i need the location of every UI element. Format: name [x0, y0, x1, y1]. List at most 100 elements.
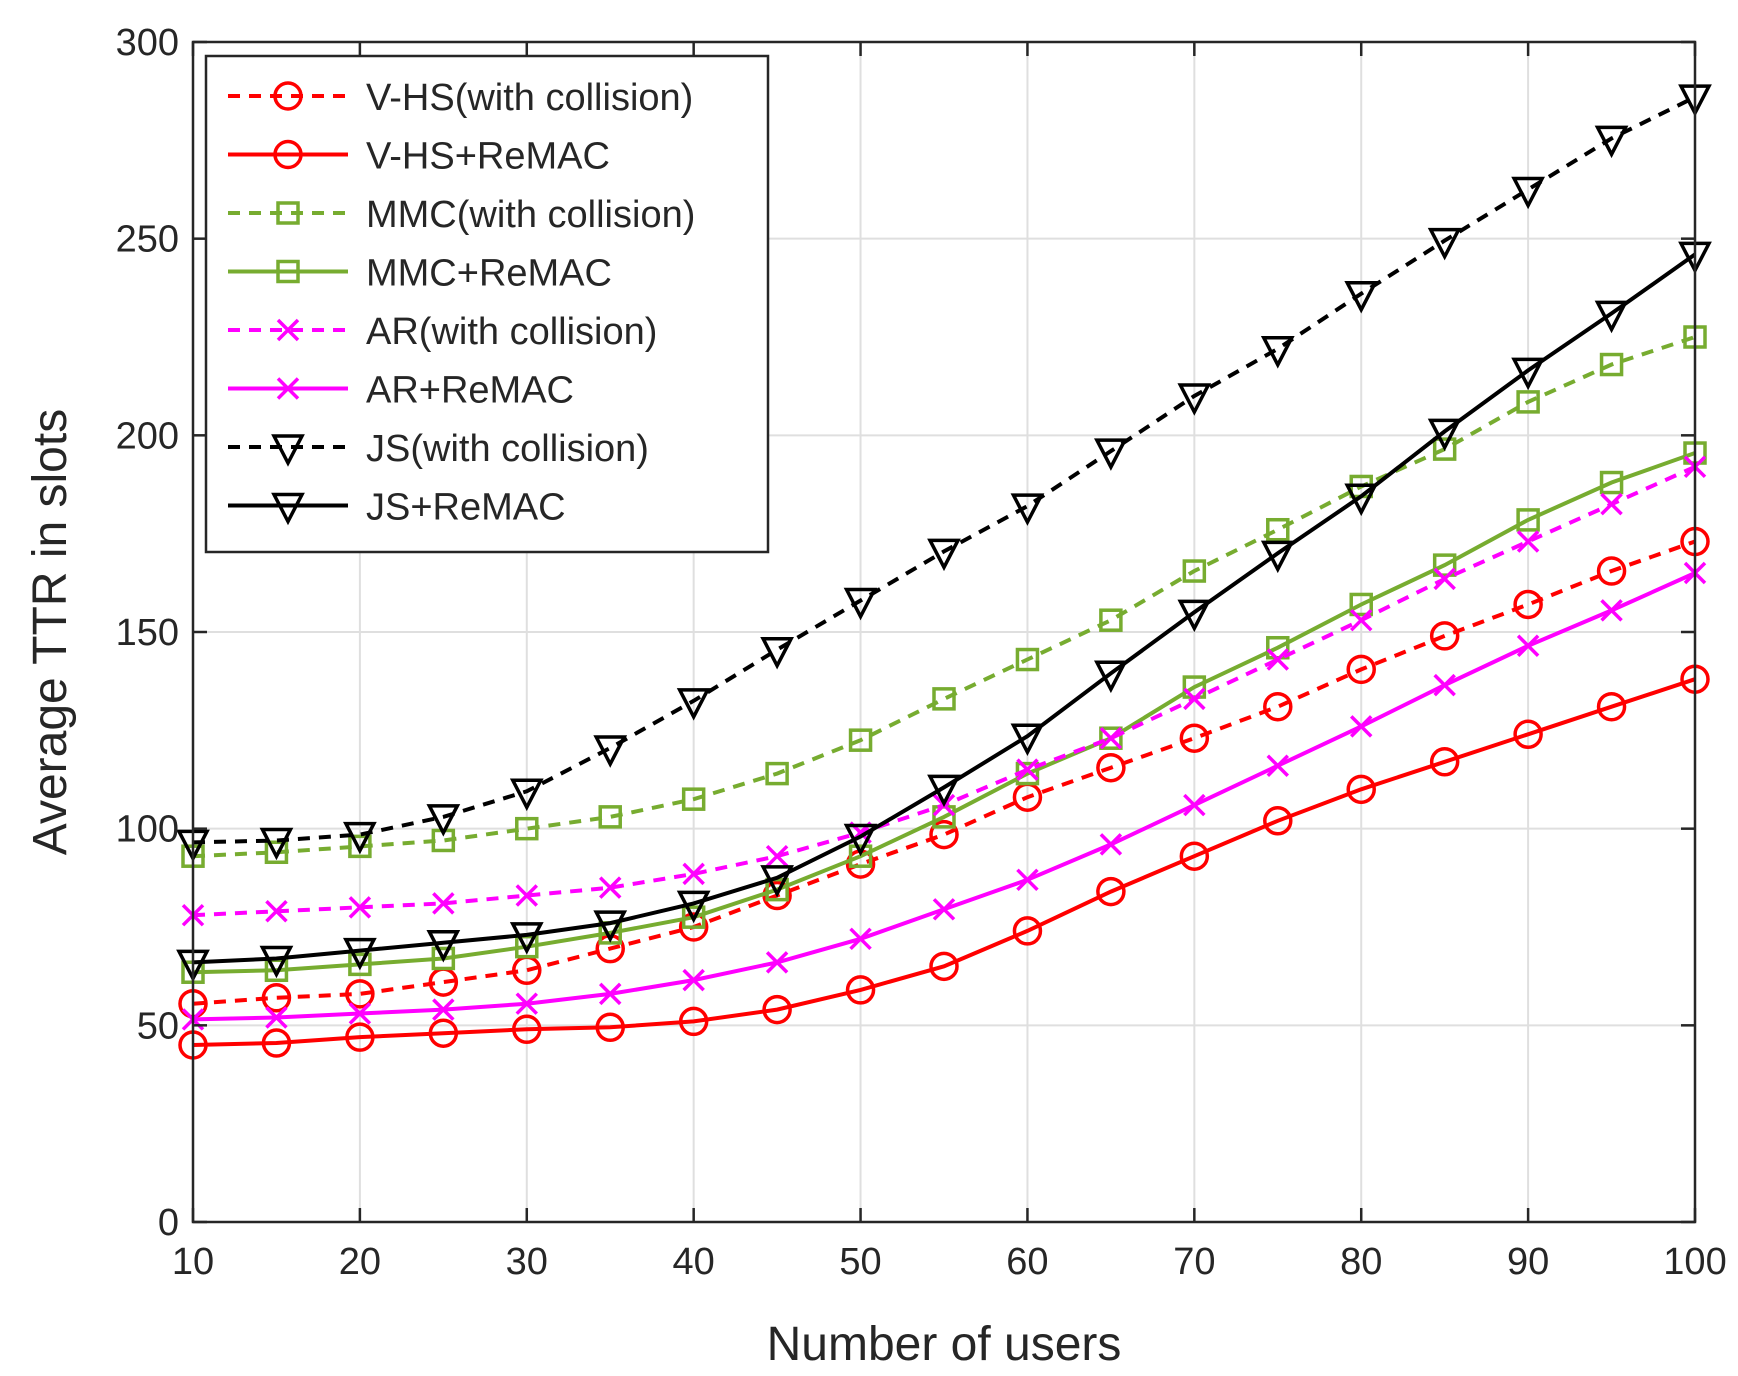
x-tick-label: 70: [1173, 1241, 1215, 1283]
x-tick-label: 80: [1340, 1241, 1382, 1283]
data-point: [1096, 752, 1126, 783]
data-point: [848, 728, 873, 752]
data-point: [345, 1022, 375, 1052]
series-line: [192, 95, 1696, 845]
data-point: [1349, 592, 1373, 617]
data-point: [843, 823, 878, 857]
legend-label: V-HS(with collision): [366, 77, 693, 119]
data-point: [1346, 774, 1376, 805]
legend-box: [204, 54, 770, 554]
y-tick-label: 50: [137, 1005, 179, 1047]
data-point: [1179, 841, 1210, 871]
data-point: [593, 735, 628, 768]
series-6: [176, 84, 1712, 863]
legend-marker: [273, 81, 303, 111]
legend-marker: [276, 259, 300, 284]
data-point: [1016, 868, 1039, 892]
x-tick-label: 40: [673, 1241, 715, 1283]
data-point: [1182, 559, 1207, 583]
data-point: [1349, 608, 1373, 632]
data-point: [1344, 483, 1379, 517]
data-point: [1015, 647, 1040, 672]
data-point: [265, 900, 288, 923]
data-point: [1344, 280, 1379, 314]
data-point: [1433, 673, 1456, 697]
y-tick-label: 0: [158, 1202, 179, 1244]
series-layer: [176, 84, 1712, 1060]
data-point: [1260, 540, 1295, 574]
data-point: [1263, 691, 1293, 722]
data-point: [1010, 723, 1045, 757]
legend-marker: [273, 139, 303, 170]
x-axis-title: Number of users: [767, 1318, 1122, 1371]
data-point: [1427, 227, 1462, 261]
data-point: [261, 983, 292, 1013]
data-point: [849, 927, 872, 951]
data-point: [681, 905, 706, 929]
data-point: [348, 952, 372, 977]
y-tick-label: 250: [116, 219, 179, 261]
legend-label: AR(with collision): [366, 311, 657, 353]
legend-label: AR+ReMAC: [366, 370, 574, 412]
x-tick-label: 30: [506, 1241, 548, 1283]
data-point: [1096, 876, 1126, 907]
data-point: [515, 992, 539, 1015]
data-point: [1600, 599, 1623, 622]
legend-label: JS(with collision): [366, 428, 649, 470]
data-point: [932, 687, 956, 711]
series-line: [192, 252, 1697, 965]
legend-label: MMC+ReMAC: [366, 253, 612, 295]
data-point: [676, 890, 711, 924]
data-point: [509, 778, 544, 812]
legend-item: JS+ReMAC: [228, 487, 566, 529]
data-point: [1432, 437, 1457, 461]
data-point: [1016, 758, 1039, 781]
legend-marker: [271, 492, 305, 526]
data-point: [1594, 125, 1629, 159]
data-point: [1433, 567, 1456, 591]
axis-ticks: 10 20 30 40 50 60 70 80 90 100 0 50 100 150 200 250 300: [116, 22, 1727, 1283]
data-point: [348, 1002, 372, 1025]
data-point: [1094, 660, 1128, 694]
data-point: [426, 929, 461, 963]
legend-label: JS+ReMAC: [366, 487, 566, 529]
y-tick-label: 300: [116, 22, 179, 64]
data-point: [1266, 754, 1290, 777]
data-point: [598, 982, 622, 1006]
data-point: [932, 898, 956, 921]
data-point: [1511, 357, 1545, 391]
data-point: [348, 896, 372, 919]
data-point: [1263, 806, 1293, 836]
data-point: [431, 946, 456, 971]
legend-marker: [271, 434, 305, 467]
legend-marker: [276, 318, 300, 342]
data-point: [264, 840, 289, 865]
data-point: [927, 774, 961, 808]
data-point: [598, 876, 622, 899]
data-point: [1429, 747, 1460, 777]
data-point: [929, 819, 959, 850]
data-point: [929, 951, 959, 982]
data-point: [432, 892, 455, 915]
legend-item: MMC+ReMAC: [228, 253, 612, 295]
legend-marker: [276, 377, 300, 400]
data-point: [678, 1006, 709, 1037]
data-point: [432, 998, 455, 1021]
data-point: [259, 827, 294, 861]
data-point: [1099, 833, 1123, 856]
data-point: [927, 538, 961, 572]
data-point: [1012, 916, 1043, 946]
legend-item: AR(with collision): [228, 311, 657, 353]
data-point: [760, 636, 794, 670]
data-point: [762, 994, 792, 1025]
data-point: [765, 951, 789, 974]
legend-item: V-HS(with collision): [228, 77, 693, 119]
legend-item: MMC(with collision): [228, 194, 695, 236]
data-point: [509, 922, 544, 955]
series-7: [176, 241, 1712, 983]
series-line: [192, 677, 1696, 1047]
data-point: [676, 688, 711, 721]
data-point: [598, 805, 622, 829]
data-point: [1346, 654, 1376, 685]
